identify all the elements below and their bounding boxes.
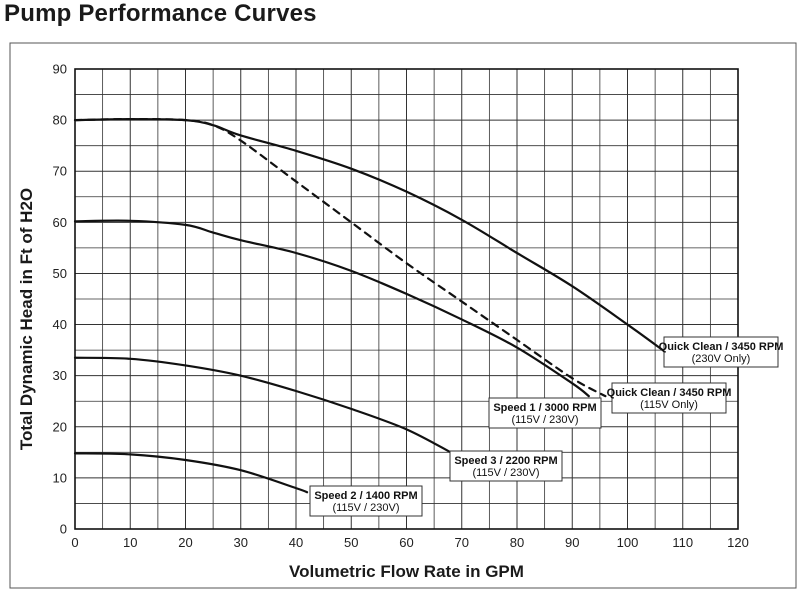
series-quick-clean-230v-label-box bbox=[663, 336, 779, 368]
y-ticks: 0 10 20 30 40 50 60 70 80 90 bbox=[53, 62, 67, 537]
series-speed-2-note: (115V / 230V) bbox=[332, 502, 399, 514]
series-lines bbox=[73, 117, 668, 494]
x-axis-label: Volumetric Flow Rate in GPM bbox=[289, 562, 524, 581]
y-tick-label: 60 bbox=[53, 215, 67, 230]
series-quick-clean-230v-name: Quick Clean / 3450 RPM bbox=[659, 341, 784, 353]
x-tick-label: 80 bbox=[510, 535, 524, 550]
plot-frame bbox=[9, 42, 797, 589]
x-tick-label: 30 bbox=[234, 535, 248, 550]
y-tick-label: 80 bbox=[53, 113, 67, 128]
series-quick-clean-115v-note: (115V Only) bbox=[640, 399, 698, 411]
x-tick-label: 20 bbox=[178, 535, 192, 550]
y-tick-label: 90 bbox=[53, 62, 67, 77]
x-tick-label: 50 bbox=[344, 535, 358, 550]
series-speed-2-name: Speed 2 / 1400 RPM bbox=[314, 490, 417, 502]
series-speed-3-note: (115V / 230V) bbox=[472, 467, 539, 479]
y-tick-label: 70 bbox=[53, 164, 67, 179]
series-speed-1-name: Speed 1 / 3000 RPM bbox=[493, 402, 596, 414]
y-tick-label: 20 bbox=[53, 419, 67, 434]
series-speed-3-line bbox=[73, 356, 452, 454]
x-tick-label: 10 bbox=[123, 535, 137, 550]
y-tick-label: 40 bbox=[53, 317, 67, 332]
series-speed-2-label-box bbox=[309, 485, 423, 517]
series-quick-clean-230v-note: (230V Only) bbox=[692, 353, 751, 365]
y-tick-label: 30 bbox=[53, 368, 67, 383]
x-tick-label: 100 bbox=[617, 535, 639, 550]
series-quick-clean-115v-label-box bbox=[611, 382, 727, 414]
series-speed-1-label-box bbox=[488, 397, 602, 429]
x-tick-label: 60 bbox=[399, 535, 413, 550]
plot-border bbox=[74, 68, 739, 530]
x-ticks: 0 10 20 30 40 50 60 70 80 90 100 110 120 bbox=[71, 535, 748, 550]
x-tick-label: 70 bbox=[455, 535, 469, 550]
series-speed-3-label-box bbox=[449, 450, 563, 482]
x-tick-label: 0 bbox=[71, 535, 78, 550]
x-tick-label: 90 bbox=[565, 535, 579, 550]
series-speed-1-line bbox=[73, 219, 590, 398]
series-speed-2-line bbox=[73, 452, 309, 494]
grid bbox=[74, 68, 739, 530]
x-tick-label: 110 bbox=[672, 535, 693, 550]
x-tick-label: 40 bbox=[289, 535, 303, 550]
chart-title: Pump Performance Curves bbox=[4, 0, 317, 27]
series-speed-3-name: Speed 3 / 2200 RPM bbox=[454, 455, 557, 467]
series-quick-clean-115v-name: Quick Clean / 3450 RPM bbox=[607, 387, 732, 399]
y-tick-label: 50 bbox=[53, 266, 67, 281]
y-tick-label: 10 bbox=[53, 470, 67, 485]
series-speed-1-note: (115V / 230V) bbox=[511, 414, 578, 426]
y-axis-label: Total Dynamic Head in Ft of H2O bbox=[17, 188, 36, 450]
y-tick-label: 0 bbox=[60, 522, 67, 537]
series-quick-clean-115v-line bbox=[73, 117, 607, 398]
x-tick-label: 120 bbox=[727, 535, 749, 550]
series-annotations: Quick Clean / 3450 RPM(230V Only)Quick C… bbox=[309, 336, 784, 517]
